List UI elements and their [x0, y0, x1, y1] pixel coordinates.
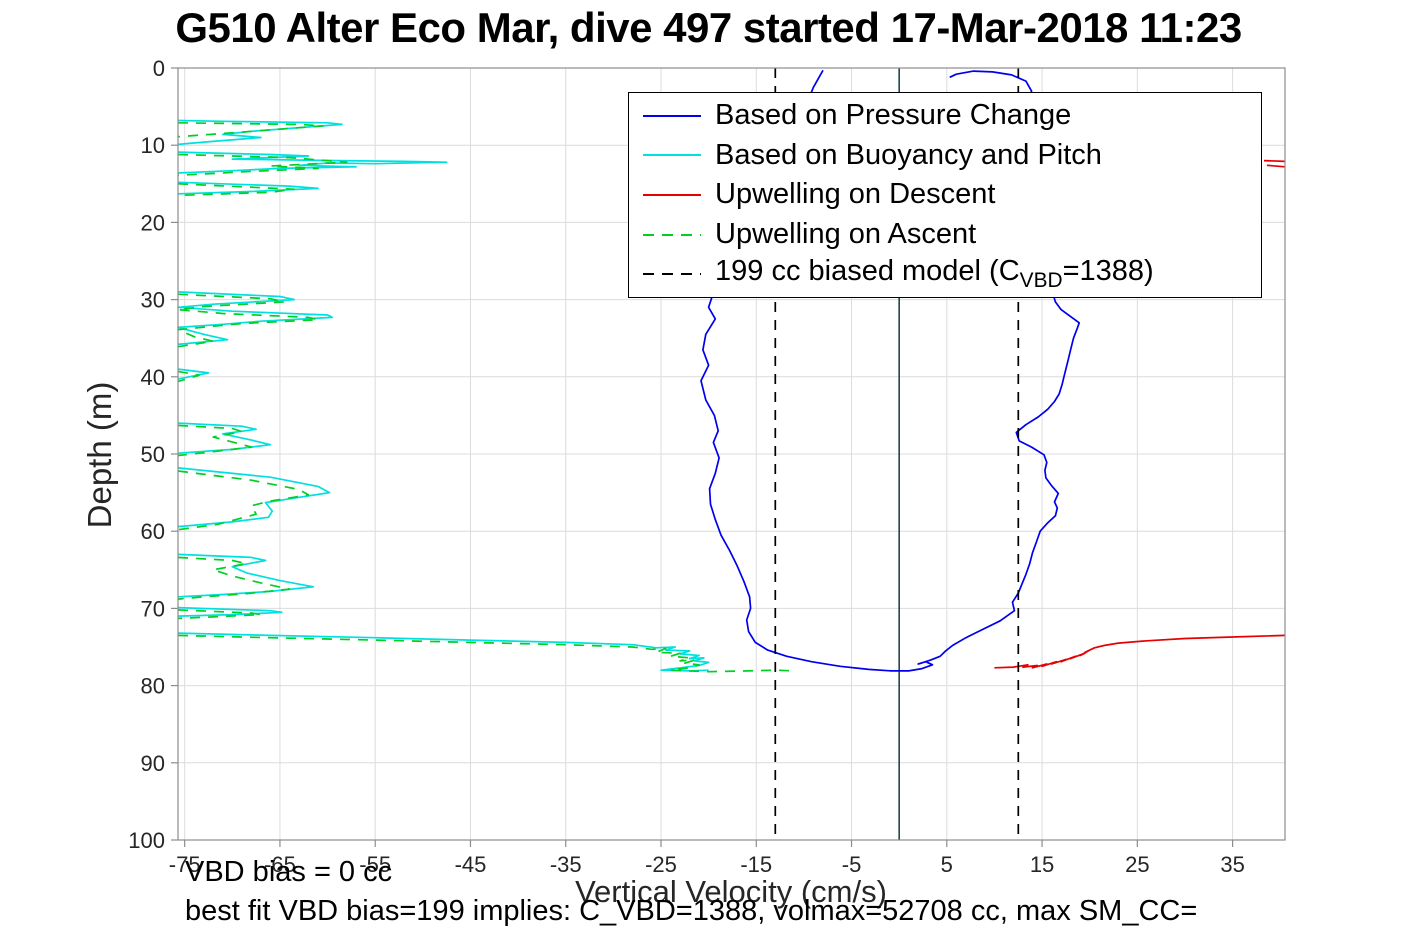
x-tick-label: 5: [941, 852, 953, 877]
y-axis-label: Depth (m): [81, 381, 118, 529]
series-based-on-buoyancy-and-pitch: [177, 632, 710, 672]
x-tick-label: -55: [359, 852, 391, 877]
x-tick-label: -15: [740, 852, 772, 877]
series-based-on-buoyancy-and-pitch: [177, 291, 334, 346]
legend-item-upwelling-descent: Upwelling on Descent: [629, 176, 1261, 214]
legend-line-green-dashed-icon: [643, 233, 701, 236]
series-upwelling-on-ascent: [177, 634, 795, 673]
series-upwelling-on-ascent: [177, 556, 291, 600]
series-based-on-buoyancy-and-pitch: [177, 606, 283, 617]
x-tick-label: -35: [550, 852, 582, 877]
legend-line-blue-icon: [643, 114, 701, 117]
x-tick-label: -45: [455, 852, 487, 877]
legend-item-buoyancy-pitch: Based on Buoyancy and Pitch: [629, 136, 1261, 174]
y-tick-label: 90: [141, 751, 165, 776]
y-tick-label: 70: [141, 596, 165, 621]
x-tick-label: -25: [645, 852, 677, 877]
x-tick-label: 25: [1125, 852, 1149, 877]
y-tick-label: 100: [128, 828, 165, 853]
x-tick-label: 15: [1030, 852, 1054, 877]
series-upwelling-on-ascent: [177, 182, 296, 197]
series-upwelling-on-ascent: [177, 121, 324, 138]
series-based-on-buoyancy-and-pitch: [177, 181, 319, 195]
y-tick-label: 0: [153, 56, 165, 81]
series-upwelling-on-ascent: [177, 153, 348, 177]
series-upwelling-on-ascent: [177, 293, 319, 348]
y-tick-label: 10: [141, 133, 165, 158]
vbd-bias-note: VBD bias = 0 cc: [185, 856, 393, 888]
y-tick-label: 50: [141, 442, 165, 467]
y-tick-label: 40: [141, 365, 165, 390]
best-fit-note: best fit VBD bias=199 implies: C_VBD=138…: [185, 895, 1198, 927]
x-tick-label: -65: [264, 852, 296, 877]
legend-label: Upwelling on Descent: [715, 178, 996, 211]
legend-line-red-icon: [643, 193, 701, 196]
series-based-on-buoyancy-and-pitch: [177, 151, 448, 174]
legend-item-pressure-change: Based on Pressure Change: [629, 97, 1261, 135]
y-tick-label: 20: [141, 210, 165, 235]
x-tick-label: -5: [842, 852, 862, 877]
legend-line-cyan-icon: [643, 154, 701, 157]
legend-item-biased-model: 199 cc biased model (CVBD=1388): [629, 255, 1261, 293]
series-based-on-buoyancy-and-pitch: [177, 368, 210, 380]
legend-label: 199 cc biased model (CVBD=1388): [715, 255, 1154, 293]
series-upwelling-on-descent: [1263, 159, 1286, 163]
chart-title: G510 Alter Eco Mar, dive 497 started 17-…: [175, 4, 1242, 51]
y-tick-label: 80: [141, 674, 165, 699]
x-axis-label: Vertical Velocity (cm/s): [575, 874, 887, 909]
legend-line-black-dashed-icon: [643, 273, 701, 276]
legend-item-upwelling-ascent: Upwelling on Ascent: [629, 216, 1261, 254]
series-based-on-buoyancy-and-pitch: [177, 467, 331, 528]
legend: Based on Pressure Change Based on Buoyan…: [628, 92, 1262, 298]
x-tick-label: 35: [1220, 852, 1244, 877]
legend-label: Based on Pressure Change: [715, 99, 1072, 132]
series-upwelling-on-descent: [994, 634, 1286, 669]
legend-label: Upwelling on Ascent: [715, 218, 977, 251]
x-tick-label: -75: [169, 852, 201, 877]
series-upwelling-on-ascent: [177, 470, 310, 531]
legend-label: Based on Buoyancy and Pitch: [715, 138, 1102, 171]
series-upwelling-on-ascent: [177, 424, 253, 457]
series-upwelling-on-ascent: [177, 370, 200, 383]
series-based-on-buoyancy-and-pitch: [177, 422, 272, 455]
y-tick-label: 60: [141, 519, 165, 544]
y-tick-label: 30: [141, 288, 165, 313]
series-based-on-buoyancy-and-pitch: [177, 553, 315, 598]
series-upwelling-on-descent: [1266, 164, 1286, 168]
